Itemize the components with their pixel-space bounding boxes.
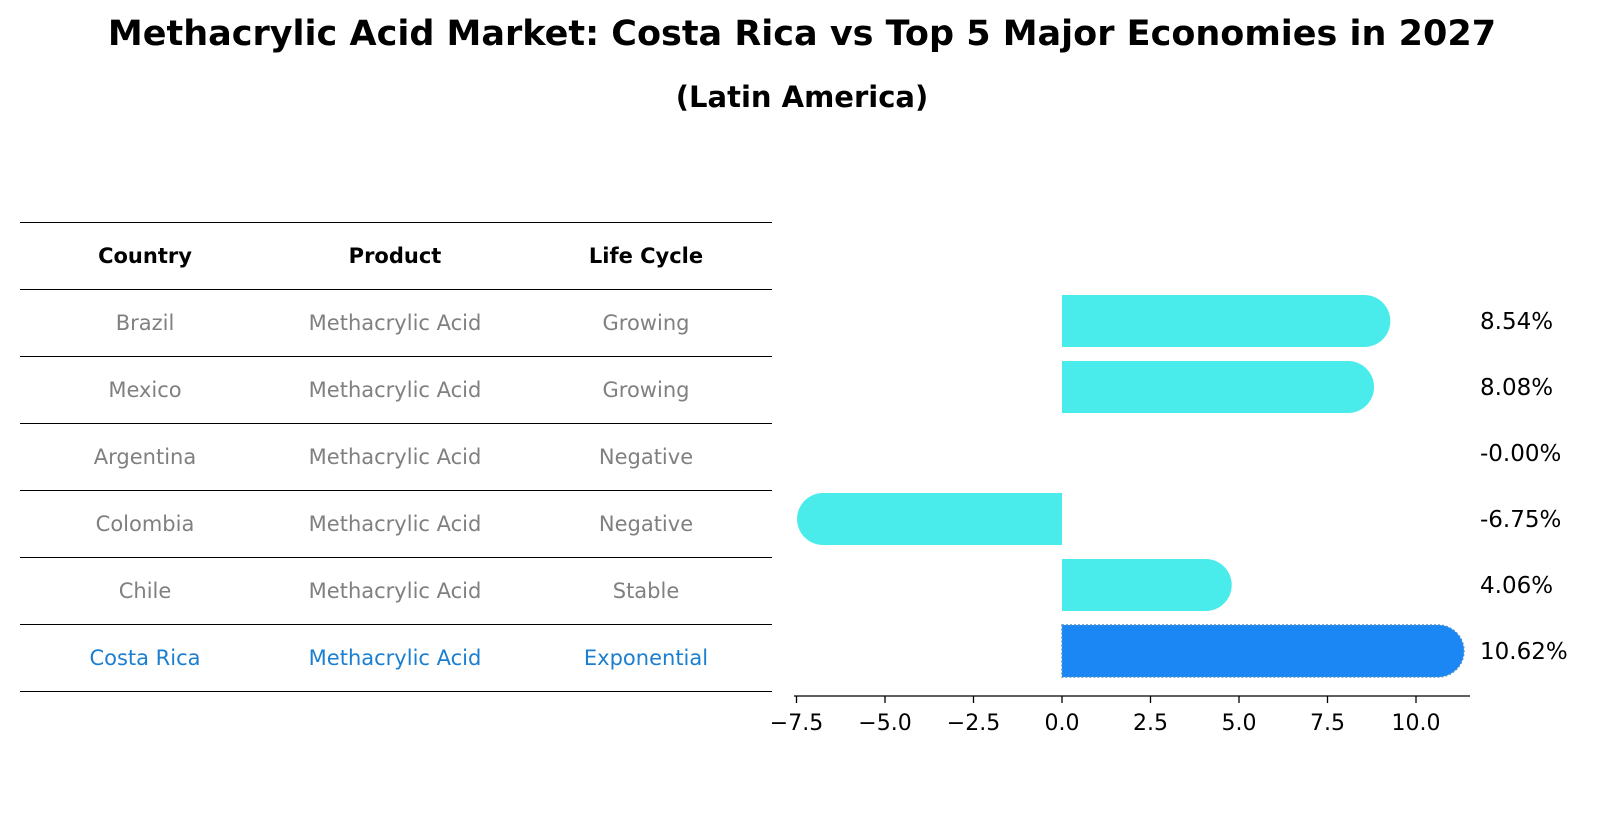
value-label-mexico: 8.08% xyxy=(1480,375,1553,401)
bar-brazil xyxy=(1062,295,1391,347)
x-tick-label: 5.0 xyxy=(1222,711,1257,736)
cell-country: Chile xyxy=(118,579,172,603)
x-tick-label: 10.0 xyxy=(1392,711,1441,736)
cell-country: Brazil xyxy=(115,311,175,335)
x-tick-label: 2.5 xyxy=(1133,711,1168,736)
cell-country: Mexico xyxy=(108,378,182,402)
cell-product: Methacrylic Acid xyxy=(308,445,482,469)
cell-country: Costa Rica xyxy=(89,646,201,670)
value-label-argentina: -0.00% xyxy=(1480,441,1561,467)
x-tick-label: 0.0 xyxy=(1045,711,1080,736)
bar-chile xyxy=(1062,559,1232,611)
header-product: Product xyxy=(348,244,442,268)
bar-costa-rica xyxy=(1061,624,1465,678)
chart-title: Methacrylic Acid Market: Costa Rica vs T… xyxy=(107,14,1497,54)
cell-product: Methacrylic Acid xyxy=(308,512,482,536)
table-header-row: Country Product Life Cycle xyxy=(20,222,772,289)
header-life-cycle: Life Cycle xyxy=(588,244,704,268)
table-row: Chile Methacrylic Acid Stable xyxy=(20,557,772,624)
cell-country: Colombia xyxy=(95,512,195,536)
value-label-brazil: 8.54% xyxy=(1480,309,1553,335)
cell-life-cycle: Negative xyxy=(598,445,694,469)
value-label-chile: 4.06% xyxy=(1480,573,1553,599)
cell-life-cycle: Exponential xyxy=(583,646,709,670)
chart-subtitle: (Latin America) xyxy=(675,80,929,114)
cell-country: Argentina xyxy=(93,445,197,469)
table-row: Colombia Methacrylic Acid Negative xyxy=(20,490,772,557)
table-row-highlighted: Costa Rica Methacrylic Acid Exponential xyxy=(20,624,772,692)
cell-product: Methacrylic Acid xyxy=(308,579,482,603)
x-tick-label: −2.5 xyxy=(947,711,1000,736)
x-tick-label: −7.5 xyxy=(770,711,823,736)
value-label-colombia: -6.75% xyxy=(1480,507,1561,533)
cell-life-cycle: Stable xyxy=(612,579,680,603)
cell-product: Methacrylic Acid xyxy=(308,311,482,335)
cell-life-cycle: Growing xyxy=(602,311,690,335)
country-table: Country Product Life Cycle Brazil Methac… xyxy=(20,222,772,692)
x-tick-label: −5.0 xyxy=(858,711,911,736)
cell-product: Methacrylic Acid xyxy=(308,378,482,402)
cell-life-cycle: Growing xyxy=(602,378,690,402)
cell-product: Methacrylic Acid xyxy=(308,646,482,670)
table-row: Argentina Methacrylic Acid Negative xyxy=(20,423,772,490)
table-row: Mexico Methacrylic Acid Growing xyxy=(20,356,772,423)
header-country: Country xyxy=(98,244,192,268)
bar-mexico xyxy=(1062,361,1375,413)
cell-life-cycle: Negative xyxy=(598,512,694,536)
value-label-costa-rica: 10.62% xyxy=(1480,639,1568,665)
bar-colombia xyxy=(797,493,1062,545)
x-tick-label: 7.5 xyxy=(1310,711,1345,736)
table-row: Brazil Methacrylic Acid Growing xyxy=(20,289,772,356)
